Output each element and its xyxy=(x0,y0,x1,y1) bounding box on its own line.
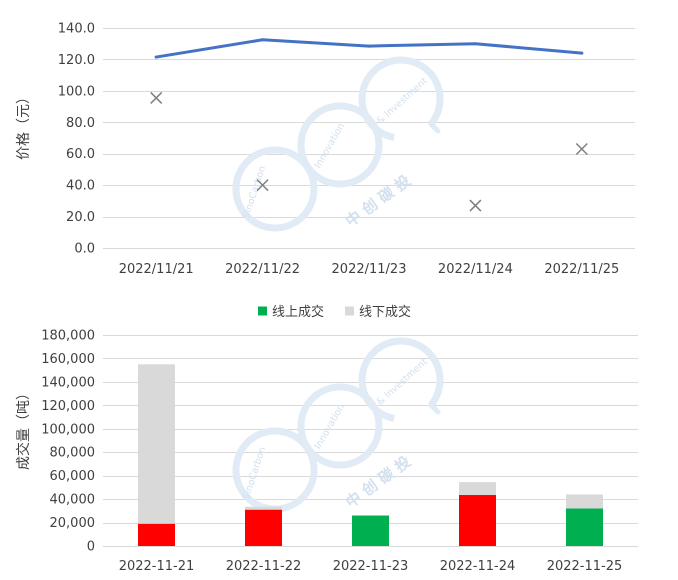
watermark-text: SinoCarbon xyxy=(241,446,268,501)
volume-x-tick-label: 2022-11-24 xyxy=(440,559,516,574)
volume-plot-area xyxy=(138,364,603,546)
price-y-tick-label: 0.0 xyxy=(74,242,95,257)
price-scatter-point xyxy=(150,91,163,104)
price-x-tick-label: 2022/11/23 xyxy=(332,262,407,277)
volume-bar-offline xyxy=(566,494,603,509)
watermark-text: Innovation xyxy=(312,121,347,170)
price-y-tick-label: 140.0 xyxy=(58,22,95,37)
watermark-text: SinoCarbon xyxy=(241,165,268,220)
volume-y-tick-label: 160,000 xyxy=(41,352,95,367)
volume-y-tick-label: 120,000 xyxy=(41,399,95,414)
price-line-point xyxy=(473,42,477,46)
price-y-tick-label: 20.0 xyxy=(66,210,95,225)
price-scatter-point xyxy=(469,199,482,212)
volume-bar-online xyxy=(138,523,175,546)
volume-x-tick-label: 2022-11-23 xyxy=(333,559,409,574)
watermark-text: & Investment xyxy=(375,75,430,126)
legend-swatch-online xyxy=(258,306,267,316)
price-y-axis: 0.0 20.0 40.0 60.0 80.0 100.0 120.0 140.0 xyxy=(58,22,95,257)
price-y-tick-label: 60.0 xyxy=(66,147,95,162)
legend-label-offline: 线下成交 xyxy=(359,304,411,320)
price-y-tick-label: 120.0 xyxy=(58,53,95,68)
volume-y-tick-label: 140,000 xyxy=(41,375,95,390)
volume-y-tick-label: 100,000 xyxy=(41,422,95,437)
price-line-point xyxy=(367,44,371,48)
price-x-tick-label: 2022/11/22 xyxy=(225,262,300,277)
watermark-ring xyxy=(358,337,444,422)
watermark-ring xyxy=(232,146,318,232)
price-line-point xyxy=(261,38,265,42)
volume-y-axis: 0 20,000 40,000 60,000 80,000 100,000 120,000 1… xyxy=(41,329,95,555)
price-line-series xyxy=(154,38,584,59)
price-x-tick-label: 2022/11/21 xyxy=(119,262,194,277)
volume-y-tick-label: 180,000 xyxy=(41,329,95,344)
price-y-tick-label: 100.0 xyxy=(58,84,95,99)
price-x-axis: 2022/11/21 2022/11/22 2022/11/23 2022/11/24… xyxy=(119,262,620,277)
volume-y-tick-label: 40,000 xyxy=(50,493,96,508)
volume-y-axis-title: 成交量（吨） xyxy=(15,386,32,470)
volume-bar-online xyxy=(459,495,496,546)
volume-bar-online xyxy=(352,515,389,546)
volume-bar-offline xyxy=(459,482,496,496)
price-plot-area xyxy=(150,38,588,212)
price-line-point xyxy=(154,55,158,59)
volume-bar-online xyxy=(245,509,282,546)
legend-label-online: 线上成交 xyxy=(272,304,324,320)
volume-chart: 线上成交 线下成交 成交量（吨） 0 20,000 40,000 60,000 80,00… xyxy=(15,304,622,574)
watermark-ring xyxy=(297,383,383,469)
volume-y-tick-label: 0 xyxy=(87,540,95,555)
price-y-axis-title: 价格（元） xyxy=(16,90,32,160)
watermark-text: Innovation xyxy=(312,402,347,451)
price-scatter-point xyxy=(256,179,269,192)
volume-y-tick-label: 20,000 xyxy=(50,516,96,531)
watermark-ring xyxy=(297,102,383,188)
price-x-tick-label: 2022/11/24 xyxy=(438,262,513,277)
volume-y-tick-label: 60,000 xyxy=(50,469,96,484)
price-chart: 价格（元） 0.0 20.0 40.0 60.0 80.0 100.0 120.0 140.0… xyxy=(16,22,619,278)
volume-bar-offline xyxy=(245,506,282,510)
price-scatter-point xyxy=(575,142,588,156)
volume-x-tick-label: 2022-11-22 xyxy=(226,559,302,574)
volume-gridlines xyxy=(103,335,638,547)
watermark-ring xyxy=(358,56,444,141)
volume-y-tick-label: 80,000 xyxy=(50,446,96,461)
legend-swatch-offline xyxy=(345,306,354,316)
volume-bar-offline xyxy=(138,364,175,524)
watermark-arrow xyxy=(428,402,441,415)
price-y-tick-label: 40.0 xyxy=(66,179,95,194)
watermark-arrow xyxy=(428,121,441,134)
price-x-tick-label: 2022/11/25 xyxy=(544,262,619,277)
volume-x-axis: 2022-11-21 2022-11-22 2022-11-23 2022-11-24… xyxy=(119,559,623,574)
price-y-tick-label: 80.0 xyxy=(66,116,95,131)
volume-bar-online xyxy=(566,508,603,546)
volume-x-tick-label: 2022-11-21 xyxy=(119,559,195,574)
volume-x-tick-label: 2022-11-25 xyxy=(547,559,623,574)
price-line-point xyxy=(580,51,584,55)
volume-legend: 线上成交 线下成交 xyxy=(258,304,411,320)
